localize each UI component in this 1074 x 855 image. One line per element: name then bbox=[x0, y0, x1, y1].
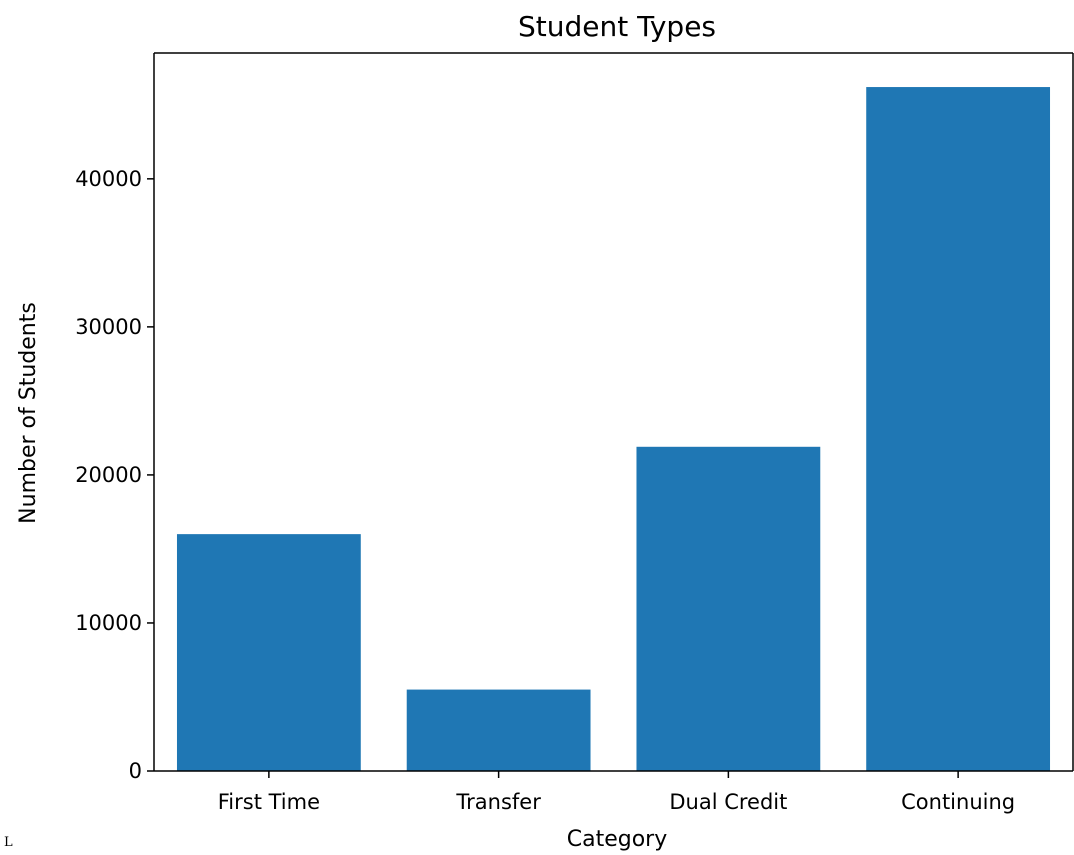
bar-transfer bbox=[406, 689, 591, 771]
chart-title: Student Types bbox=[518, 10, 716, 43]
y-axis-label: Number of Students bbox=[16, 302, 41, 524]
y-tick-label: 10000 bbox=[75, 611, 142, 635]
x-tick-label: Transfer bbox=[455, 790, 541, 814]
bar-continuing bbox=[866, 87, 1051, 771]
x-axis-label: Category bbox=[567, 827, 668, 852]
bars-layer bbox=[176, 87, 1051, 771]
corner-text: L bbox=[4, 835, 13, 850]
bar-first-time bbox=[176, 534, 361, 771]
y-tick-label: 40000 bbox=[75, 167, 142, 191]
axes-layer bbox=[153, 52, 1074, 772]
y-tick-label: 30000 bbox=[75, 315, 142, 339]
ticks-layer: 0 10000 20000 30000 40000 First Time Transfer D… bbox=[75, 167, 1015, 814]
x-tick-label: First Time bbox=[218, 790, 320, 814]
x-tick-label: Continuing bbox=[901, 790, 1015, 814]
x-tick-label: Dual Credit bbox=[669, 790, 787, 814]
y-tick-label: 20000 bbox=[75, 463, 142, 487]
y-tick-label: 0 bbox=[129, 759, 142, 783]
bar-dual-credit bbox=[636, 446, 821, 771]
